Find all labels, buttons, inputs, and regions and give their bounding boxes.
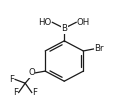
Text: O: O xyxy=(28,68,35,77)
Text: F: F xyxy=(32,88,37,97)
Text: F: F xyxy=(13,88,18,97)
Text: Br: Br xyxy=(94,44,103,54)
Text: OH: OH xyxy=(77,18,90,27)
Text: HO: HO xyxy=(39,18,52,27)
Text: B: B xyxy=(61,24,67,33)
Text: F: F xyxy=(10,75,15,84)
